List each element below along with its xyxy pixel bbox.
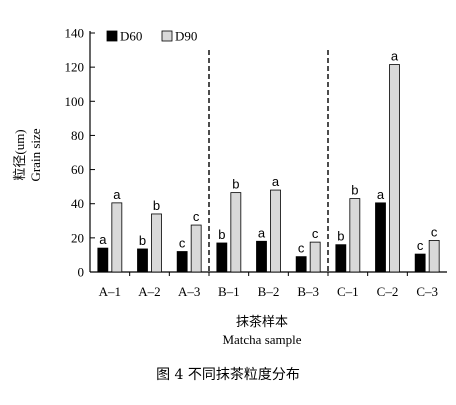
bar-d90-label: a [272,174,280,189]
bar-d60 [176,251,188,273]
bar-d60-label: c [179,236,186,251]
bar-d60 [335,244,347,273]
y-axis-title: 粒径(um) Grain size [12,128,43,181]
x-tick-label: C–1 [337,284,359,299]
x-axis-title-en: Matcha sample [222,332,301,347]
bar-d90 [349,198,361,273]
x-tick-label: B–2 [258,284,280,299]
bar-d90-label: b [232,177,239,192]
y-tick-label: 140 [65,26,85,41]
bar-d60-label: b [218,227,225,242]
y-tick-label: 0 [78,265,85,280]
y-tick-label: 120 [65,60,85,75]
bar-d90-label: c [193,209,200,224]
legend-label-d60: D60 [120,29,142,44]
bar-d90 [270,189,281,273]
bar-d90 [151,213,162,273]
bar-d90-label: c [312,226,319,241]
legend-swatch-d90 [161,30,173,42]
bar-d60-label: a [258,225,266,240]
x-axis-title-cn: 抹茶样本 [236,314,288,329]
y-tick-label: 40 [71,196,84,211]
bar-d60-label: c [298,241,305,256]
bar-d90 [230,192,242,273]
x-tick-label: C–3 [416,284,438,299]
bar-d90-label: c [431,224,438,239]
bar-d90-label: b [351,183,358,198]
bar-d60 [375,202,386,273]
bar-d90 [111,202,123,273]
bar-d60-label: b [337,229,344,244]
bar-d90-label: a [113,187,121,202]
legend: D60 D90 [106,29,197,44]
bar-d60-label: c [417,238,424,253]
y-tick-label: 80 [71,128,84,143]
x-tick-label: B–3 [297,284,319,299]
plot-area: 020406080100120140aaA–1bbA–2ccA–3bbB–1aa… [65,26,447,299]
bar-d90 [190,224,202,273]
y-axis-title-en: Grain size [28,128,43,181]
y-tick-label: 100 [65,94,85,109]
bar-d60 [295,256,307,273]
bar-d60 [414,253,426,273]
bar-d60 [256,240,267,273]
x-tick-label: A–1 [99,284,121,299]
bar-d90-label: b [153,198,160,213]
legend-swatch-d60 [106,30,118,42]
x-tick-label: C–2 [377,284,399,299]
bar-d60 [97,247,109,273]
bar-d90-label: a [391,49,399,64]
y-axis-title-cn: 粒径(um) [12,129,27,180]
x-tick-label: B–1 [218,284,240,299]
bar-d90 [389,64,400,273]
x-tick-label: A–2 [138,284,160,299]
bar-d60 [137,248,148,273]
y-tick-label: 60 [71,162,84,177]
figure-caption: 图 4 不同抹茶粒度分布 [156,367,300,383]
bar-d90 [428,240,440,273]
legend-label-d90: D90 [175,29,197,44]
bar-d90 [309,241,321,273]
bar-d60 [216,242,228,273]
bar-d60-label: b [139,233,146,248]
x-tick-label: A–3 [178,284,200,299]
bar-d60-label: a [377,187,385,202]
y-tick-label: 20 [71,230,84,245]
bar-d60-label: a [99,232,107,247]
